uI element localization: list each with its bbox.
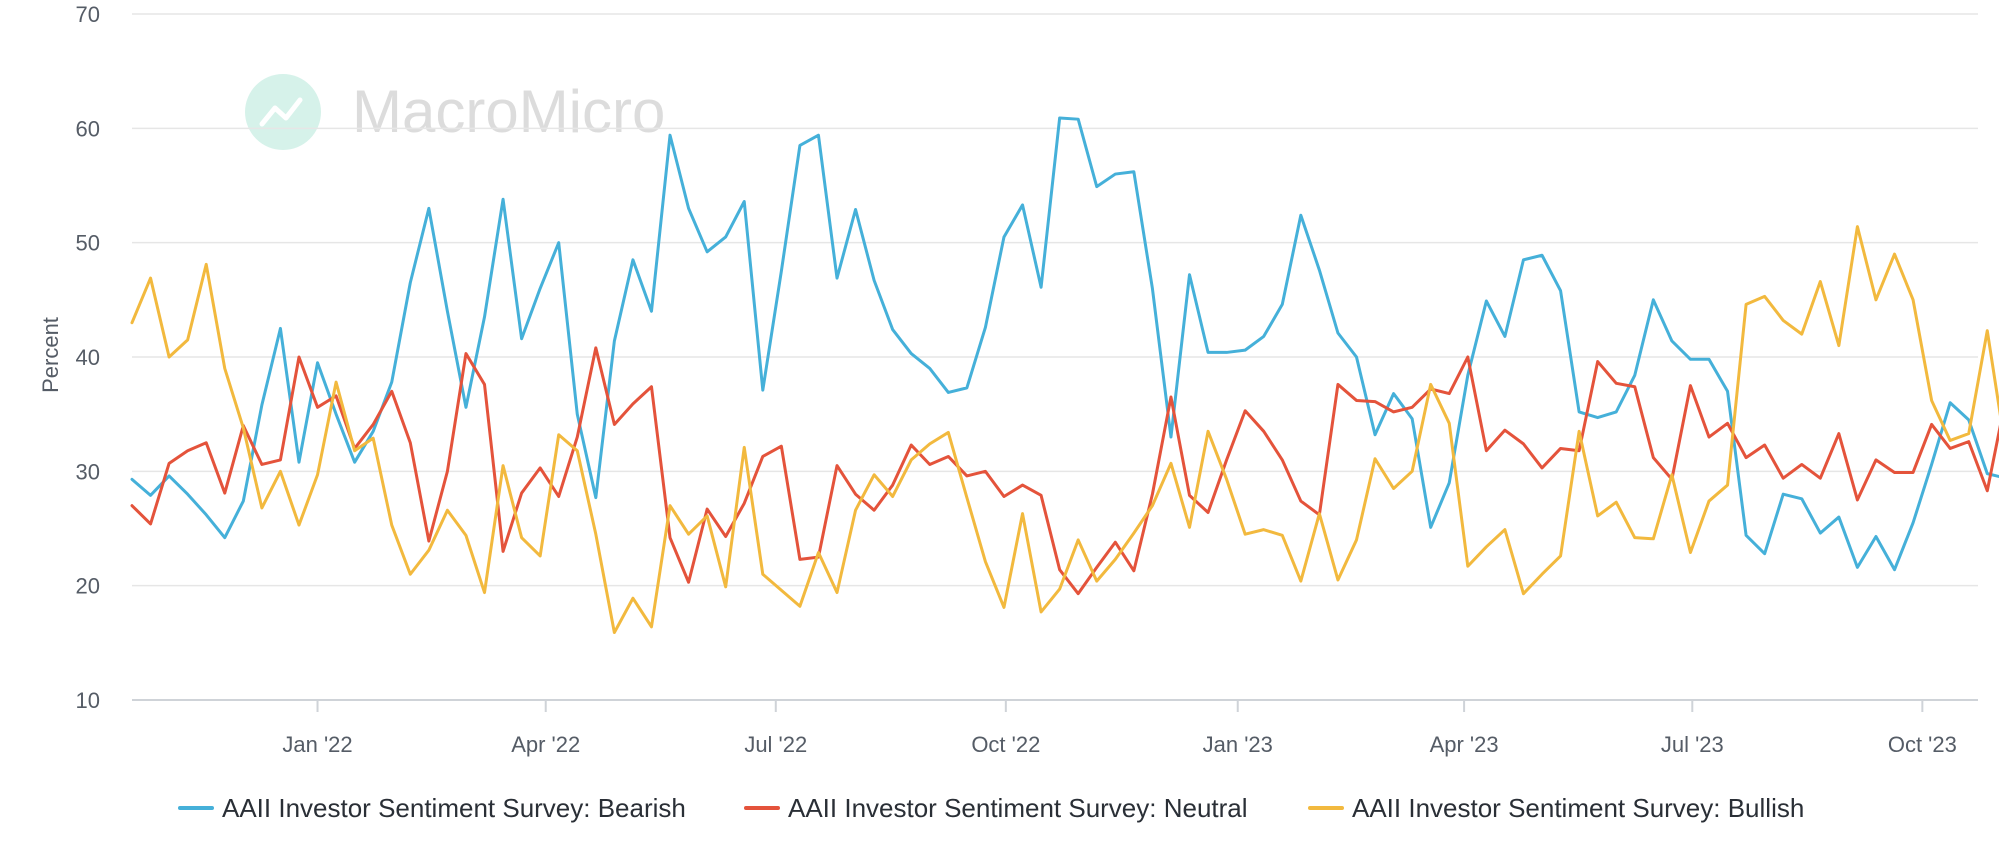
- legend: AAII Investor Sentiment Survey: Bearish A…: [178, 793, 1804, 823]
- x-tick-label: Jan '22: [282, 732, 352, 757]
- y-axis-title: Percent: [38, 317, 63, 393]
- x-tick-label: Jul '23: [1661, 732, 1724, 757]
- macromicro-watermark: MacroMicro: [245, 74, 665, 150]
- legend-item-bearish[interactable]: AAII Investor Sentiment Survey: Bearish: [178, 793, 686, 823]
- y-tick-label: 60: [76, 116, 100, 141]
- watermark-logo-trend: [259, 97, 303, 127]
- y-tick-label: 10: [76, 688, 100, 713]
- y-axis: 10 20 30 40 50 60 70: [76, 2, 100, 713]
- y-tick-label: 40: [76, 345, 100, 370]
- y-tick-label: 50: [76, 231, 100, 256]
- legend-label: AAII Investor Sentiment Survey: Neutral: [788, 793, 1248, 823]
- x-tick-label: Jul '22: [744, 732, 807, 757]
- legend-item-neutral[interactable]: AAII Investor Sentiment Survey: Neutral: [744, 793, 1248, 823]
- legend-item-bullish[interactable]: AAII Investor Sentiment Survey: Bullish: [1308, 793, 1804, 823]
- y-tick-label: 20: [76, 574, 100, 599]
- series-line-bullish: [130, 225, 1999, 635]
- y-tick-label: 70: [76, 2, 100, 27]
- x-tick-label: Oct '22: [971, 732, 1040, 757]
- watermark-text: MacroMicro: [352, 78, 665, 145]
- x-axis: Jan '22 Apr '22 Jul '22 Oct '22 Jan '23 Apr '…: [132, 699, 1978, 757]
- series-line-bearish: [130, 116, 1999, 572]
- x-tick-label: Oct '23: [1888, 732, 1957, 757]
- x-tick-label: Jan '23: [1203, 732, 1273, 757]
- y-tick-label: 30: [76, 459, 100, 484]
- x-tick-label: Apr '22: [511, 732, 580, 757]
- series-line-neutral: [130, 346, 1999, 596]
- series-lines: [130, 116, 1999, 635]
- legend-label: AAII Investor Sentiment Survey: Bullish: [1352, 793, 1804, 823]
- legend-label: AAII Investor Sentiment Survey: Bearish: [222, 793, 686, 823]
- x-tick-label: Apr '23: [1430, 732, 1499, 757]
